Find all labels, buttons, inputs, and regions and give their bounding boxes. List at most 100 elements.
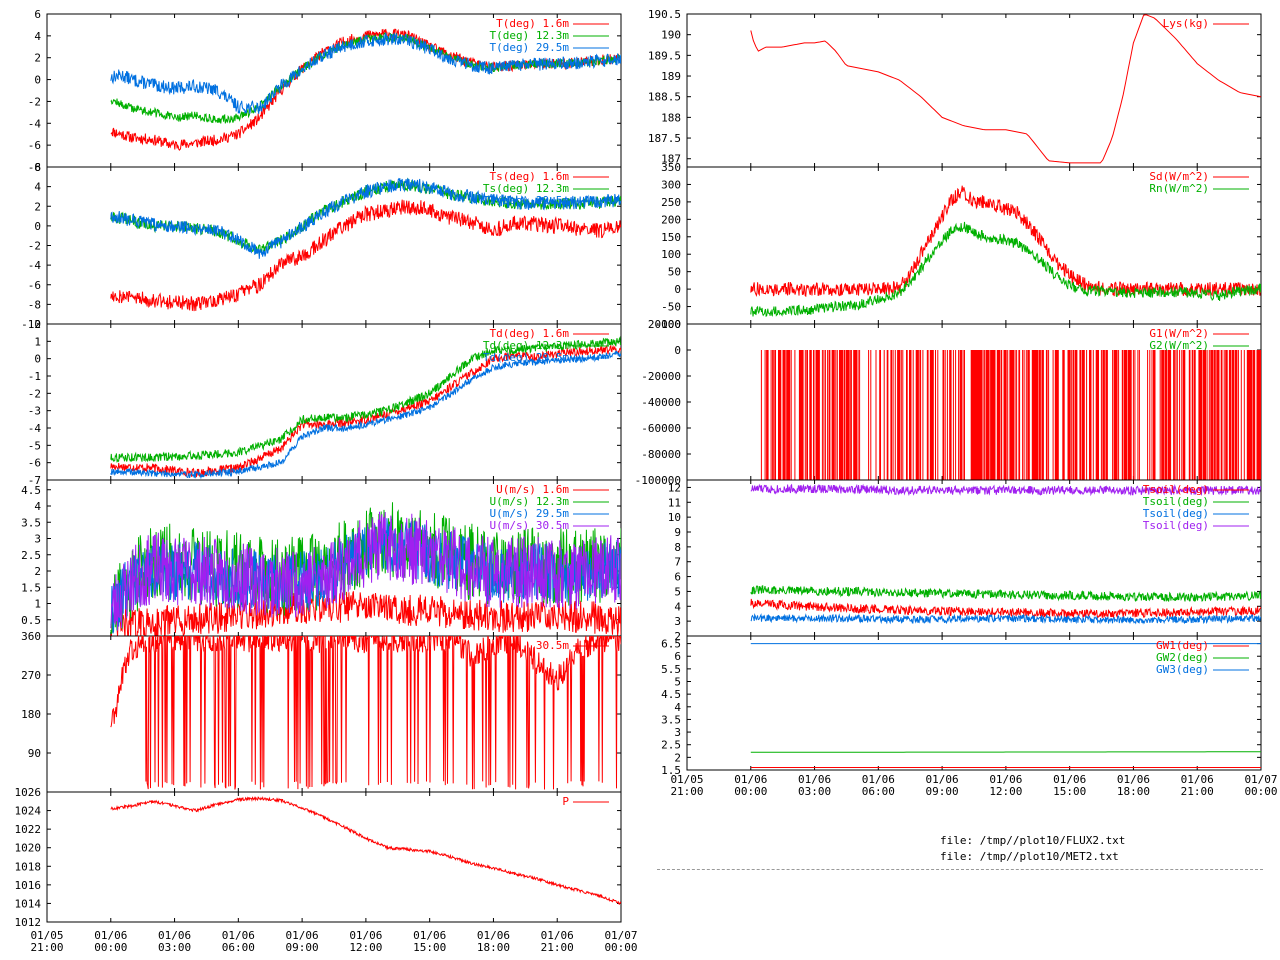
x-tick-label: 01/06 — [1181, 773, 1214, 786]
y-tick-label: 2 — [674, 751, 681, 764]
y-tick-label: 1 — [34, 598, 41, 611]
y-tick-label: 1.5 — [661, 764, 681, 777]
y-tick-label: 0 — [34, 74, 41, 87]
legend-label: Sd(W/m^2) — [1149, 170, 1209, 183]
series-line — [750, 751, 1261, 753]
y-tick-label: 90 — [28, 747, 41, 760]
y-tick-label: 1.5 — [21, 581, 41, 594]
y-tick-label: 4 — [34, 181, 41, 194]
y-tick-label: 1 — [34, 335, 41, 348]
y-tick-label: 5 — [674, 676, 681, 689]
legend-label: Ts(deg) 12.3m — [483, 182, 569, 195]
y-tick-label: 1018 — [15, 860, 42, 873]
series-line — [750, 221, 1261, 317]
x-tick-label: 01/06 — [541, 929, 574, 942]
legend-label: Lys(kg) — [1163, 17, 1209, 30]
x-tick-label: 00:00 — [734, 785, 767, 798]
y-tick-label: 187 — [661, 153, 681, 166]
x-tick-label: 18:00 — [1117, 785, 1150, 798]
y-tick-label: 3 — [674, 615, 681, 628]
series-line — [110, 590, 621, 636]
y-tick-label: -2 — [28, 95, 41, 108]
y-tick-label: 8 — [674, 541, 681, 554]
legend-label: Tsoil(deg) — [1143, 495, 1209, 508]
y-tick-label: -3 — [28, 405, 41, 418]
y-tick-label: -8 — [28, 161, 41, 174]
y-tick-label: 2 — [34, 52, 41, 65]
y-tick-label: -5 — [28, 439, 41, 452]
y-tick-label: 5 — [674, 585, 681, 598]
y-tick-label: 1020 — [15, 842, 42, 855]
y-tick-label: 187.5 — [648, 132, 681, 145]
plot-frame — [46, 791, 622, 923]
x-tick-label: 01/06 — [286, 929, 319, 942]
y-tick-label: 0 — [34, 220, 41, 233]
plot-frame — [686, 13, 1262, 168]
legend-label: Tsoil(deg) — [1143, 519, 1209, 532]
y-tick-label: 12 — [668, 481, 681, 494]
series-line — [110, 796, 621, 906]
x-tick-label: 03:00 — [798, 785, 831, 798]
series-line — [110, 511, 621, 631]
y-tick-label: -10 — [21, 318, 41, 331]
x-tick-label: 09:00 — [286, 941, 319, 954]
y-tick-label: -60000 — [641, 422, 681, 435]
x-tick-label: 01/06 — [734, 773, 767, 786]
legend-label: GW2(deg) — [1156, 651, 1209, 664]
x-tick-label: 12:00 — [349, 941, 382, 954]
y-tick-label: 4 — [34, 30, 41, 43]
y-tick-label: 189.5 — [648, 49, 681, 62]
legend-label: Td(deg) 12.3m — [483, 339, 569, 352]
legend-label: G1(W/m^2) — [1149, 327, 1209, 340]
x-tick-label: 06:00 — [222, 941, 255, 954]
series-spikes — [760, 350, 1261, 480]
legend-label: U(m/s) 12.3m — [490, 495, 570, 508]
y-tick-label: 150 — [661, 231, 681, 244]
x-tick-label: 01/06 — [158, 929, 191, 942]
y-tick-label: 10 — [668, 511, 681, 524]
y-tick-label: 4 — [674, 600, 681, 613]
series-line — [110, 336, 621, 463]
y-tick-label: 100 — [661, 248, 681, 261]
y-tick-label: 300 — [661, 178, 681, 191]
y-tick-label: 1026 — [15, 786, 42, 799]
legend-label: Rn(W/m^2) — [1149, 182, 1209, 195]
x-tick-label: 01/06 — [798, 773, 831, 786]
legend-label: Ts(deg) 1.6m — [490, 170, 570, 183]
x-tick-label: 01/06 — [989, 773, 1022, 786]
x-tick-label: 18:00 — [477, 941, 510, 954]
y-tick-label: 360 — [21, 630, 41, 643]
series-line — [110, 636, 621, 790]
legend-label: U(m/s) 30.5m — [490, 519, 570, 532]
y-tick-label: -2 — [28, 387, 41, 400]
y-tick-label: 1022 — [15, 823, 42, 836]
y-tick-label: 0 — [674, 344, 681, 357]
x-tick-label: 09:00 — [926, 785, 959, 798]
x-tick-label: 00:00 — [604, 941, 637, 954]
x-tick-label: 01/07 — [604, 929, 637, 942]
x-tick-label: 01/06 — [1053, 773, 1086, 786]
x-tick-label: 01/06 — [94, 929, 127, 942]
y-tick-label: 2 — [34, 565, 41, 578]
y-tick-label: 20000 — [648, 318, 681, 331]
y-tick-label: 189 — [661, 70, 681, 83]
x-tick-label: 21:00 — [30, 941, 63, 954]
y-tick-label: 2 — [34, 318, 41, 331]
y-tick-label: 250 — [661, 196, 681, 209]
legend-label: Td(deg) 1.6m — [490, 327, 570, 340]
series-line — [750, 585, 1261, 602]
x-tick-label: 03:00 — [158, 941, 191, 954]
y-tick-label: 2.5 — [661, 739, 681, 752]
series-line — [750, 612, 1261, 625]
y-tick-label: 180 — [21, 708, 41, 721]
series-line — [750, 483, 1261, 497]
y-tick-label: -2 — [28, 240, 41, 253]
legend-label: Tsoil(deg) — [1143, 507, 1209, 520]
series-line — [750, 185, 1261, 298]
y-tick-label: 1016 — [15, 879, 42, 892]
legend-label: P — [562, 795, 569, 808]
y-tick-label: -50 — [661, 301, 681, 314]
y-tick-label: 6.5 — [661, 638, 681, 651]
x-tick-label: 21:00 — [1181, 785, 1214, 798]
series-line — [750, 598, 1261, 620]
